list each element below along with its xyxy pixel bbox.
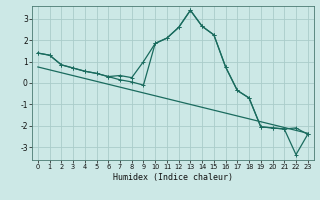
X-axis label: Humidex (Indice chaleur): Humidex (Indice chaleur) xyxy=(113,173,233,182)
